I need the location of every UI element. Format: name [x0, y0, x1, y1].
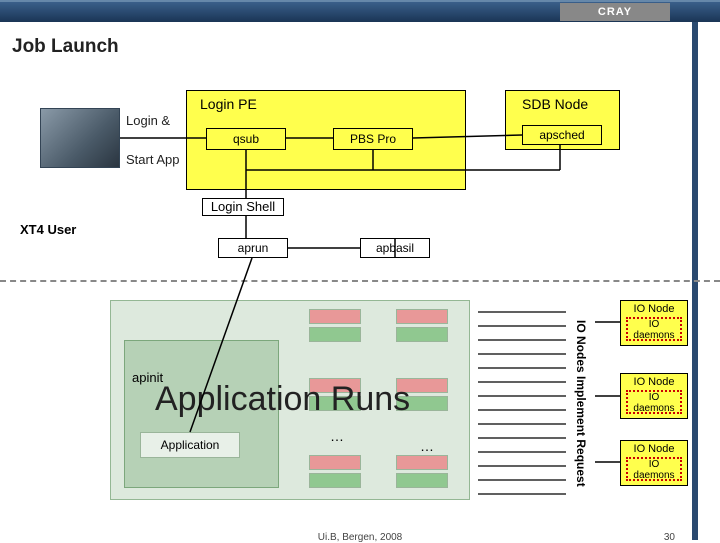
io-daemon-box: IO daemons: [626, 390, 682, 414]
dashed-divider: [0, 280, 720, 282]
sdb-title: SDB Node: [522, 96, 588, 112]
mini-green-icon: [309, 327, 361, 342]
pbs-box: PBS Pro: [333, 128, 413, 150]
mini-red-icon: [309, 309, 361, 324]
io-daemon-box: IO daemons: [626, 457, 682, 481]
mini-red-icon: [309, 455, 361, 470]
login-shell-box: Login Shell: [202, 198, 284, 216]
page-number: 30: [664, 532, 675, 543]
logo: CRAY: [560, 3, 670, 21]
user-labels: Login & Start App: [126, 113, 179, 167]
xt4-label: XT4 User: [20, 222, 76, 237]
mini-red-icon: [396, 309, 448, 324]
apsched-box: apsched: [522, 125, 602, 145]
slide-title: Job Launch: [12, 36, 119, 58]
io-node: IO Node IO daemons: [620, 440, 688, 486]
login-pe-title: Login PE: [200, 96, 257, 112]
mini-stack: [306, 306, 364, 345]
qsub-box: qsub: [206, 128, 286, 150]
apbasil-box: apbasil: [360, 238, 430, 258]
aprun-box: aprun: [218, 238, 288, 258]
ellipsis: …: [420, 438, 434, 454]
io-node-title: IO Node: [621, 376, 687, 388]
user-label-start: Start App: [126, 152, 179, 167]
io-vertical-label: IO Nodes Implement Request: [570, 303, 592, 503]
logo-text: CRAY: [598, 6, 632, 18]
mini-stack: [393, 452, 451, 491]
user-label-login: Login &: [126, 113, 179, 128]
application-runs-overlay: Application Runs: [155, 380, 410, 419]
mini-stack: [393, 306, 451, 345]
io-node-title: IO Node: [621, 443, 687, 455]
user-photo: [40, 108, 120, 168]
mini-green-icon: [396, 327, 448, 342]
mini-green-icon: [396, 473, 448, 488]
mini-red-icon: [396, 455, 448, 470]
header-bar: CRAY: [0, 0, 720, 22]
footer-center: Ui.B, Bergen, 2008: [318, 532, 403, 543]
io-node-title: IO Node: [621, 303, 687, 315]
mini-green-icon: [309, 473, 361, 488]
io-node: IO Node IO daemons: [620, 373, 688, 419]
ellipsis: …: [330, 428, 344, 444]
mini-stack: [306, 452, 364, 491]
application-box: Application: [140, 432, 240, 458]
io-daemon-box: IO daemons: [626, 317, 682, 341]
io-node: IO Node IO daemons: [620, 300, 688, 346]
